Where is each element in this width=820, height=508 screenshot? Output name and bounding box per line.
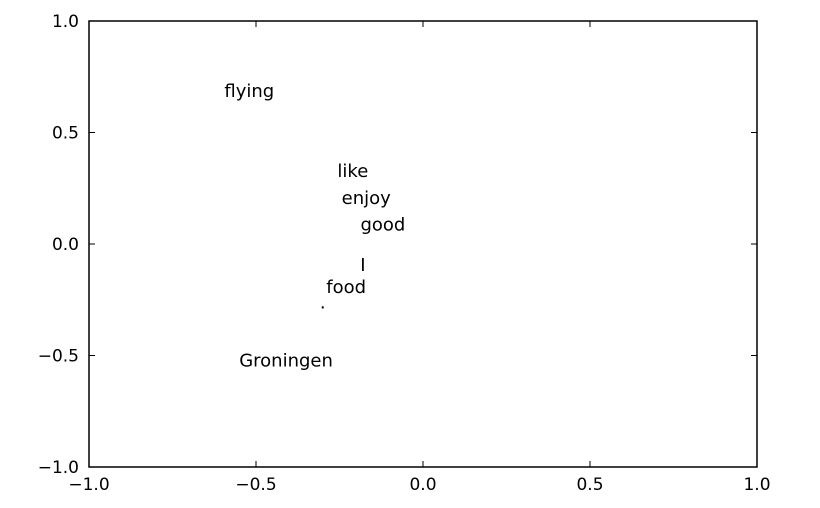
y-tick-label: 0.0 [52,235,79,255]
y-tick-label: −0.5 [38,347,79,367]
point-label-enjoy: enjoy [342,188,391,209]
y-tick-label: 0.5 [52,124,79,144]
x-tick-label: 0.0 [409,475,436,495]
point-label-food: food [326,277,366,298]
point-label-i: I [360,255,365,276]
point-label-period: . [320,293,326,314]
point-label-groningen: Groningen [239,351,333,372]
x-tick-label: −0.5 [235,475,276,495]
point-label-flying: flying [224,81,274,102]
point-label-good: good [360,215,405,236]
x-tick-label: 0.5 [576,475,603,495]
x-tick-label: −1.0 [68,475,109,495]
y-tick-label: −1.0 [38,458,79,478]
x-tick-label: 1.0 [743,475,770,495]
ticks-layer: −1.0 −0.5 0.0 0.5 1.0 −1.0 −0.5 0.0 0.5 1.0 [38,12,771,495]
plot-frame [88,20,758,468]
y-tick-label: 1.0 [52,12,79,32]
point-label-like: like [337,161,368,182]
